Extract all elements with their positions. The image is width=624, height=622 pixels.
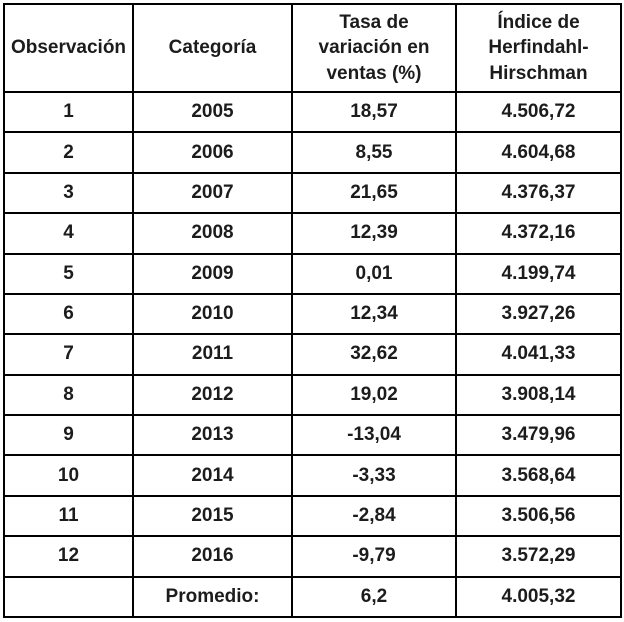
tasa-cell: -13,04 — [291, 413, 457, 457]
obs-cell: 1 — [3, 90, 134, 134]
ihh-cell: 3.572,29 — [455, 535, 622, 578]
tasa-cell: 21,65 — [291, 171, 457, 215]
cat-cell: 2015 — [132, 494, 293, 538]
obs-cell: 9 — [3, 413, 134, 457]
table-row: 6 2010 12,34 3.927,26 — [3, 292, 622, 336]
table-body: 1 2005 18,57 4.506,72 2 2006 8,55 4.604,… — [3, 90, 622, 618]
tasa-cell: 12,34 — [291, 292, 457, 336]
table-row: 1 2005 18,57 4.506,72 — [3, 90, 622, 134]
tasa-cell: 12,39 — [291, 212, 457, 255]
obs-cell: 8 — [3, 373, 134, 417]
ihh-cell: 4.376,37 — [455, 171, 622, 215]
summary-tasa-cell: 6,2 — [291, 575, 457, 618]
tasa-cell: 8,55 — [291, 131, 457, 174]
table-header: Observación Categoría Tasa de variación … — [3, 3, 622, 93]
table-row: 4 2008 12,39 4.372,16 — [3, 212, 622, 255]
tasa-cell: -3,33 — [291, 454, 457, 497]
tasa-cell: 19,02 — [291, 373, 457, 417]
obs-cell: 12 — [3, 535, 134, 578]
table-row: 7 2011 32,62 4.041,33 — [3, 333, 622, 376]
obs-cell: 5 — [3, 252, 134, 295]
obs-cell: 10 — [3, 454, 134, 497]
ihh-cell: 4.604,68 — [455, 131, 622, 174]
cat-cell: 2010 — [132, 292, 293, 336]
summary-empty-cell — [3, 575, 134, 618]
tasa-cell: 0,01 — [291, 252, 457, 295]
tasa-cell: -9,79 — [291, 535, 457, 578]
ihh-cell: 3.506,56 — [455, 494, 622, 538]
header-row: Observación Categoría Tasa de variación … — [3, 3, 622, 93]
cat-cell: 2016 — [132, 535, 293, 578]
tasa-cell: 32,62 — [291, 333, 457, 376]
ihh-cell: 3.568,64 — [455, 454, 622, 497]
cat-cell: 2005 — [132, 90, 293, 134]
cat-cell: 2014 — [132, 454, 293, 497]
cat-cell: 2006 — [132, 131, 293, 174]
summary-ihh-cell: 4.005,32 — [455, 575, 622, 618]
ihh-cell: 4.041,33 — [455, 333, 622, 376]
cat-cell: 2007 — [132, 171, 293, 215]
ihh-cell: 4.506,72 — [455, 90, 622, 134]
obs-cell: 3 — [3, 171, 134, 215]
ihh-cell: 4.372,16 — [455, 212, 622, 255]
cat-cell: 2011 — [132, 333, 293, 376]
cat-cell: 2008 — [132, 212, 293, 255]
obs-cell: 6 — [3, 292, 134, 336]
cat-cell: 2009 — [132, 252, 293, 295]
obs-cell: 7 — [3, 333, 134, 376]
obs-cell: 11 — [3, 494, 134, 538]
table-row: 8 2012 19,02 3.908,14 — [3, 373, 622, 417]
table-row: 2 2006 8,55 4.604,68 — [3, 131, 622, 174]
obs-cell: 4 — [3, 212, 134, 255]
data-table: Observación Categoría Tasa de variación … — [3, 3, 622, 618]
table-row: 10 2014 -3,33 3.568,64 — [3, 454, 622, 497]
table-row: 11 2015 -2,84 3.506,56 — [3, 494, 622, 538]
summary-row: Promedio: 6,2 4.005,32 — [3, 575, 622, 618]
table-row: 12 2016 -9,79 3.572,29 — [3, 535, 622, 578]
header-categoria: Categoría — [132, 3, 293, 93]
table-row: 3 2007 21,65 4.376,37 — [3, 171, 622, 215]
ihh-cell: 4.199,74 — [455, 252, 622, 295]
ihh-cell: 3.479,96 — [455, 413, 622, 457]
obs-cell: 2 — [3, 131, 134, 174]
tasa-cell: 18,57 — [291, 90, 457, 134]
table-row: 5 2009 0,01 4.199,74 — [3, 252, 622, 295]
summary-label-cell: Promedio: — [132, 575, 293, 618]
cat-cell: 2012 — [132, 373, 293, 417]
header-indice-hh: Índice de Herfindahl- Hirschman — [455, 3, 622, 93]
ihh-cell: 3.908,14 — [455, 373, 622, 417]
header-observacion: Observación — [3, 3, 134, 93]
cat-cell: 2013 — [132, 413, 293, 457]
header-tasa-variacion: Tasa de variación en ventas (%) — [291, 3, 457, 93]
tasa-cell: -2,84 — [291, 494, 457, 538]
ihh-cell: 3.927,26 — [455, 292, 622, 336]
table-row: 9 2013 -13,04 3.479,96 — [3, 413, 622, 457]
